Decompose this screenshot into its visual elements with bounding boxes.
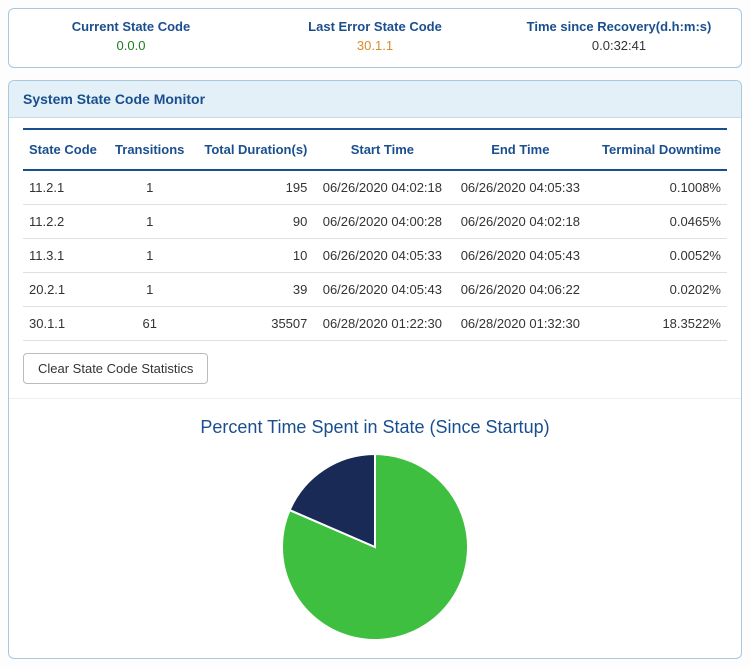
current-state-value: 0.0.0 <box>9 38 253 53</box>
cell-end-time: 06/26/2020 04:06:22 <box>451 273 589 307</box>
col-downtime: Terminal Downtime <box>589 129 727 170</box>
col-start-time: Start Time <box>313 129 451 170</box>
table-row: 11.2.219006/26/2020 04:00:2806/26/2020 0… <box>23 205 727 239</box>
current-state-label: Current State Code <box>9 19 253 34</box>
current-state-block: Current State Code 0.0.0 <box>9 19 253 53</box>
cell-duration: 10 <box>192 239 313 273</box>
last-error-value: 30.1.1 <box>253 38 497 53</box>
recovery-time-label: Time since Recovery(d.h:m:s) <box>497 19 741 34</box>
cell-start-time: 06/28/2020 01:22:30 <box>313 307 451 341</box>
recovery-time-value: 0.0:32:41 <box>497 38 741 53</box>
pie-chart-title: Percent Time Spent in State (Since Start… <box>23 417 727 438</box>
cell-end-time: 06/26/2020 04:02:18 <box>451 205 589 239</box>
last-error-label: Last Error State Code <box>253 19 497 34</box>
cell-start-time: 06/26/2020 04:05:43 <box>313 273 451 307</box>
table-header-row: State Code Transitions Total Duration(s)… <box>23 129 727 170</box>
col-state-code: State Code <box>23 129 107 170</box>
table-row: 11.2.1119506/26/2020 04:02:1806/26/2020 … <box>23 170 727 205</box>
table-row: 30.1.1613550706/28/2020 01:22:3006/28/20… <box>23 307 727 341</box>
cell-state-code: 11.2.1 <box>23 170 107 205</box>
col-end-time: End Time <box>451 129 589 170</box>
cell-duration: 35507 <box>192 307 313 341</box>
state-table-wrap: State Code Transitions Total Duration(s)… <box>9 118 741 347</box>
cell-downtime: 18.3522% <box>589 307 727 341</box>
cell-downtime: 0.0052% <box>589 239 727 273</box>
cell-start-time: 06/26/2020 04:00:28 <box>313 205 451 239</box>
cell-state-code: 11.2.2 <box>23 205 107 239</box>
cell-transitions: 1 <box>107 273 193 307</box>
state-monitor-panel: System State Code Monitor State Code Tra… <box>8 80 742 659</box>
state-code-table: State Code Transitions Total Duration(s)… <box>23 128 727 341</box>
cell-duration: 90 <box>192 205 313 239</box>
cell-transitions: 1 <box>107 170 193 205</box>
cell-transitions: 1 <box>107 239 193 273</box>
last-error-block: Last Error State Code 30.1.1 <box>253 19 497 53</box>
col-duration: Total Duration(s) <box>192 129 313 170</box>
table-row: 11.3.111006/26/2020 04:05:3306/26/2020 0… <box>23 239 727 273</box>
cell-duration: 195 <box>192 170 313 205</box>
cell-start-time: 06/26/2020 04:05:33 <box>313 239 451 273</box>
cell-end-time: 06/28/2020 01:32:30 <box>451 307 589 341</box>
cell-transitions: 61 <box>107 307 193 341</box>
pie-chart <box>280 452 470 642</box>
cell-state-code: 30.1.1 <box>23 307 107 341</box>
table-row: 20.2.113906/26/2020 04:05:4306/26/2020 0… <box>23 273 727 307</box>
cell-start-time: 06/26/2020 04:02:18 <box>313 170 451 205</box>
clear-statistics-button[interactable]: Clear State Code Statistics <box>23 353 208 384</box>
cell-downtime: 0.0465% <box>589 205 727 239</box>
col-transitions: Transitions <box>107 129 193 170</box>
cell-downtime: 0.1008% <box>589 170 727 205</box>
cell-downtime: 0.0202% <box>589 273 727 307</box>
recovery-time-block: Time since Recovery(d.h:m:s) 0.0:32:41 <box>497 19 741 53</box>
monitor-panel-title: System State Code Monitor <box>9 81 741 118</box>
cell-end-time: 06/26/2020 04:05:33 <box>451 170 589 205</box>
cell-state-code: 20.2.1 <box>23 273 107 307</box>
pie-chart-section: Percent Time Spent in State (Since Start… <box>9 399 741 646</box>
cell-duration: 39 <box>192 273 313 307</box>
status-summary-panel: Current State Code 0.0.0 Last Error Stat… <box>8 8 742 68</box>
cell-transitions: 1 <box>107 205 193 239</box>
cell-state-code: 11.3.1 <box>23 239 107 273</box>
cell-end-time: 06/26/2020 04:05:43 <box>451 239 589 273</box>
button-row: Clear State Code Statistics <box>9 347 741 399</box>
